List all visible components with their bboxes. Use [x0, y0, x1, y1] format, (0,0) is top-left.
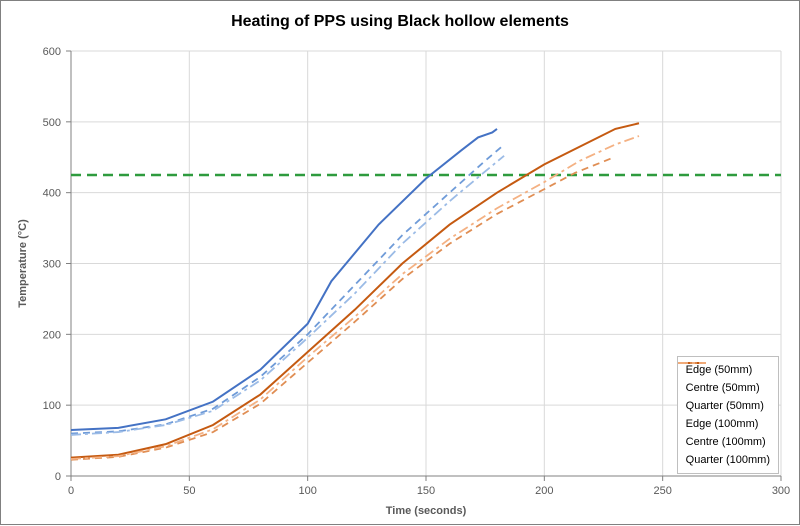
- legend-label: Quarter (100mm): [686, 454, 770, 466]
- legend-label: Centre (50mm): [686, 382, 760, 394]
- svg-text:200: 200: [535, 485, 553, 497]
- legend-item: Centre (100mm): [686, 433, 770, 451]
- legend-item: Edge (100mm): [686, 415, 770, 433]
- svg-text:500: 500: [43, 117, 61, 129]
- svg-text:400: 400: [43, 188, 61, 200]
- svg-text:300: 300: [772, 485, 790, 497]
- svg-text:100: 100: [43, 400, 61, 412]
- svg-text:200: 200: [43, 329, 61, 341]
- svg-text:250: 250: [653, 485, 671, 497]
- legend-label: Quarter (50mm): [686, 400, 764, 412]
- svg-text:150: 150: [417, 485, 435, 497]
- svg-text:600: 600: [43, 46, 61, 58]
- svg-text:100: 100: [298, 485, 316, 497]
- svg-text:0: 0: [55, 471, 61, 483]
- chart-container: Heating of PPS using Black hollow elemen…: [0, 0, 800, 525]
- svg-text:Time (seconds): Time (seconds): [386, 505, 467, 517]
- svg-text:50: 50: [183, 485, 195, 497]
- legend-label: Centre (100mm): [686, 436, 766, 448]
- legend-item: Centre (50mm): [686, 379, 770, 397]
- legend: Edge (50mm)Centre (50mm)Quarter (50mm)Ed…: [677, 356, 779, 474]
- legend-item: Quarter (100mm): [686, 451, 770, 469]
- svg-text:Temperature (°C): Temperature (°C): [17, 219, 29, 308]
- legend-label: Edge (100mm): [686, 418, 759, 430]
- svg-text:300: 300: [43, 259, 61, 271]
- legend-item: Quarter (50mm): [686, 397, 770, 415]
- svg-text:0: 0: [68, 485, 74, 497]
